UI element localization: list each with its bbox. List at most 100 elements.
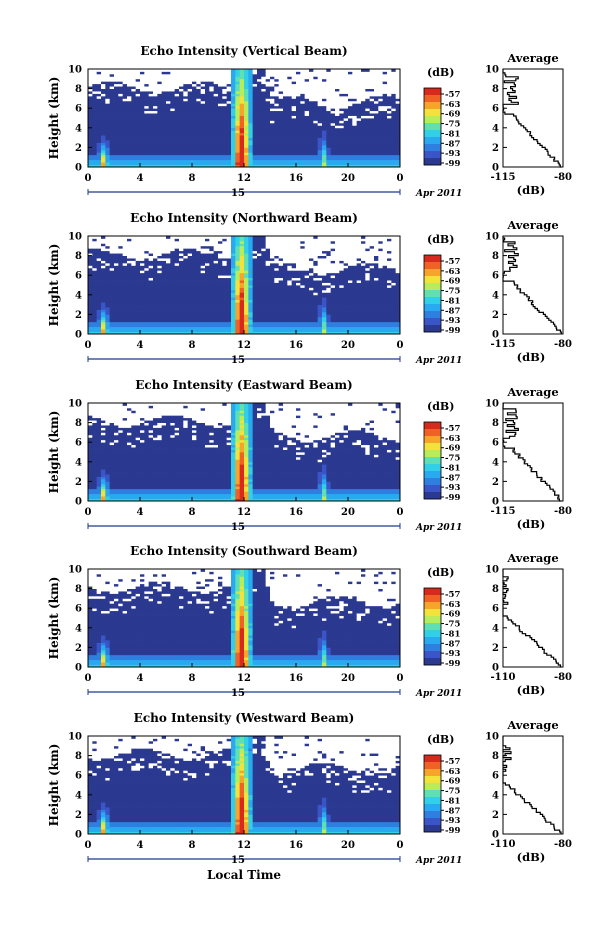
heatmap-cell	[200, 73, 206, 77]
heatmap-cell	[187, 105, 193, 109]
heatmap-cell	[170, 115, 176, 119]
heatmap-cell	[144, 267, 150, 271]
heatmap-cell	[365, 162, 371, 165]
heatmap-cell	[252, 149, 258, 153]
heatmap-cell	[161, 93, 167, 97]
heatmap-cell	[395, 125, 401, 129]
heatmap-cell	[192, 304, 197, 308]
heatmap-cell	[348, 147, 353, 151]
heatmap-cell	[287, 299, 293, 303]
heatmap-cell	[300, 93, 306, 97]
heatmap-cell	[257, 103, 262, 107]
heatmap-cell	[313, 137, 319, 141]
heatmap-cell	[387, 76, 392, 80]
heatmap-cell	[157, 115, 163, 119]
heatmap-cell	[356, 86, 362, 89]
heatmap-cell	[200, 69, 206, 72]
heatmap-cell	[127, 287, 132, 291]
heatmap-cell	[105, 108, 111, 112]
heatmap-cell	[205, 137, 210, 141]
heatmap-cell	[140, 159, 145, 163]
heatmap-cell	[252, 307, 258, 310]
heatmap-cell	[153, 238, 158, 242]
heatmap-cell	[101, 113, 106, 116]
heatmap-cell	[118, 125, 124, 129]
heatmap-cell	[105, 250, 111, 254]
y-axis-label: Height (km)	[47, 77, 61, 160]
heatmap-cell	[291, 319, 297, 323]
heatmap-cell	[335, 91, 340, 94]
heatmap-cell	[244, 262, 249, 266]
heatmap-cell	[296, 326, 301, 330]
heatmap-cell	[382, 162, 388, 165]
heatmap-cell	[218, 319, 223, 323]
heatmap-cell	[127, 100, 132, 104]
heatmap-cell	[265, 73, 271, 77]
heatmap-cell	[335, 137, 340, 141]
heatmap-cell	[231, 262, 236, 266]
heatmap-cell	[231, 149, 236, 153]
heatmap-cell	[248, 71, 254, 75]
heatmap-cell	[287, 115, 293, 119]
heatmap-cell	[296, 137, 301, 141]
heatmap-cell	[213, 307, 219, 310]
heatmap-cell	[322, 118, 327, 121]
heatmap-cell	[153, 272, 158, 276]
heatmap-cell	[300, 280, 306, 283]
heatmap-cell	[235, 130, 241, 134]
heatmap-cell	[122, 118, 128, 121]
heatmap-cell	[296, 307, 301, 310]
heatmap-cell	[283, 277, 288, 281]
heatmap-cell	[283, 157, 288, 161]
heatmap-cell	[369, 69, 375, 72]
heatmap-cell	[161, 321, 167, 325]
heatmap-cell	[131, 93, 137, 97]
heatmap-cell	[291, 76, 297, 80]
heatmap-cell	[283, 108, 288, 112]
heatmap-cell	[101, 253, 106, 256]
heatmap-cell	[96, 105, 102, 109]
heatmap-cell	[183, 142, 189, 146]
heatmap-cell	[92, 297, 98, 301]
heatmap-cell	[343, 152, 349, 156]
heatmap-cell	[300, 267, 306, 271]
heatmap-cell	[187, 250, 193, 254]
heatmap-cell	[257, 285, 262, 288]
heatmap-cell	[127, 285, 132, 288]
heatmap-cell	[140, 314, 145, 318]
heatmap-cell	[105, 86, 111, 89]
heatmap-cell	[274, 240, 280, 244]
heatmap-cell	[330, 95, 336, 99]
heatmap-cell	[174, 309, 180, 313]
heatmap-cell	[174, 248, 180, 252]
heatmap-cell	[261, 307, 267, 310]
heatmap-cell	[148, 277, 154, 281]
heatmap-cell	[265, 326, 271, 330]
heatmap-cell	[140, 326, 145, 330]
heatmap-cell	[131, 236, 137, 239]
heatmap-cell	[109, 83, 115, 87]
heatmap-cell	[170, 245, 176, 249]
heatmap-cell	[261, 255, 267, 259]
heatmap-cell	[105, 103, 111, 107]
heatmap-cell	[218, 265, 223, 269]
heatmap-cell	[122, 331, 128, 335]
heatmap-cell	[200, 326, 206, 330]
heatmap-cell	[101, 311, 106, 315]
heatmap-cell	[135, 135, 141, 138]
heatmap-cell	[226, 147, 232, 151]
heatmap-cell	[287, 98, 293, 102]
heatmap-cell	[244, 282, 249, 286]
heatmap-cell	[209, 83, 215, 87]
heatmap-cell	[218, 238, 223, 242]
heatmap-cell	[339, 147, 345, 151]
heatmap-cell	[114, 285, 119, 288]
heatmap-cell	[213, 149, 219, 153]
heatmap-cell	[96, 88, 102, 92]
heatmap-cell	[148, 243, 154, 247]
heatmap-cell	[205, 329, 210, 332]
heatmap-cell	[278, 280, 284, 283]
heatmap-cell	[161, 137, 167, 141]
heatmap-cell	[317, 105, 323, 109]
panel-title: Echo Intensity (Northward Beam)	[130, 211, 358, 225]
